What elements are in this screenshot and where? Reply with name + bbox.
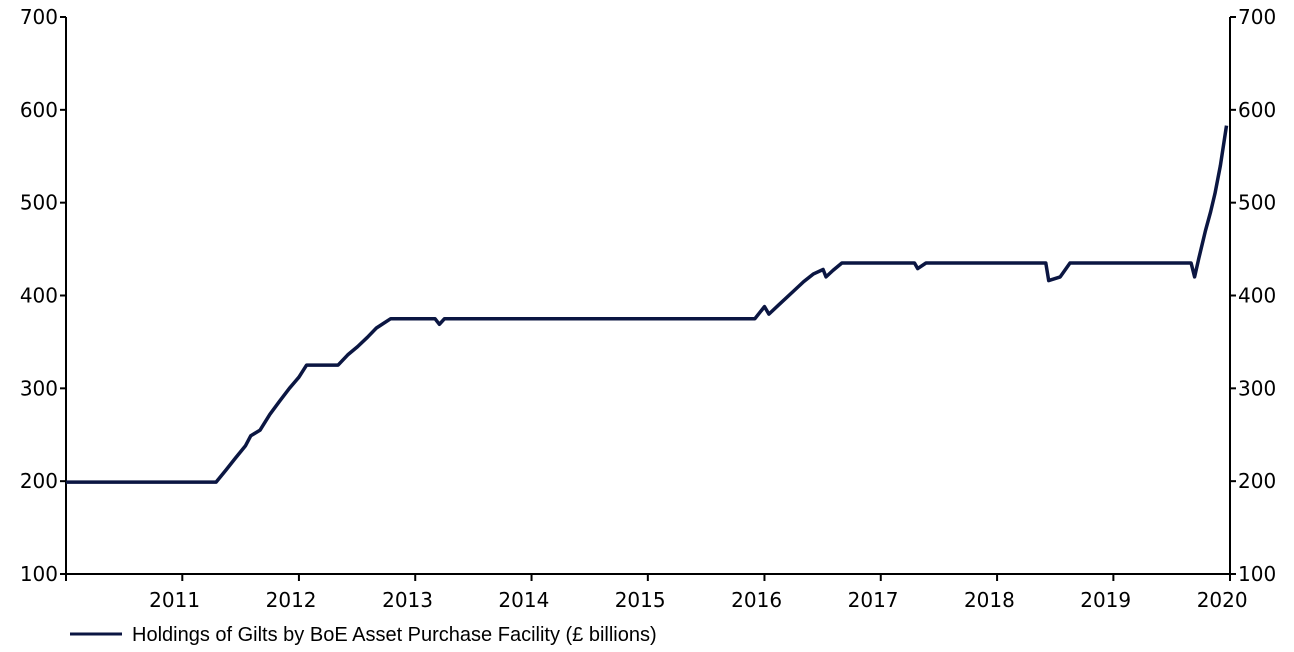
- x-tick-label: 2019: [1080, 588, 1131, 612]
- y-tick-label-left: 600: [20, 98, 58, 122]
- y-tick-label-left: 300: [20, 376, 58, 400]
- right-y-axis-ticks: 100 200 300 400 500 600 700: [1230, 5, 1276, 586]
- x-tick-label: 2013: [382, 588, 433, 612]
- series-line: [66, 125, 1229, 484]
- y-tick-label-left: 200: [20, 469, 58, 493]
- series-group: [66, 125, 1229, 484]
- y-tick-label-right: 300: [1238, 376, 1276, 400]
- y-tick-label-right: 500: [1238, 191, 1276, 215]
- y-tick-label-right: 200: [1238, 469, 1276, 493]
- y-tick-label-left: 500: [20, 191, 58, 215]
- left-y-axis-ticks: 100 200 300 400 500 600 700: [20, 5, 66, 586]
- y-tick-label-right: 600: [1238, 98, 1276, 122]
- x-axis-ticks: 2011 2012 2013 2014 2015 2016 2017 2018 2019 2020: [65, 574, 1248, 612]
- x-tick-label: 2018: [964, 588, 1015, 612]
- axes: [65, 17, 1231, 575]
- y-tick-label-right: 400: [1238, 284, 1276, 308]
- legend: Holdings of Gilts by BoE Asset Purchase …: [70, 624, 657, 646]
- y-tick-label-right: 100: [1238, 562, 1276, 586]
- legend-label: Holdings of Gilts by BoE Asset Purchase …: [132, 624, 657, 646]
- y-tick-label-left: 400: [20, 284, 58, 308]
- x-tick-label: 2011: [149, 588, 200, 612]
- x-tick-label: 2020: [1197, 588, 1248, 612]
- x-tick-label: 2014: [498, 588, 549, 612]
- x-tick-label: 2016: [731, 588, 782, 612]
- y-tick-label-right: 700: [1238, 5, 1276, 29]
- x-tick-label: 2017: [848, 588, 899, 612]
- x-tick-label: 2012: [266, 588, 317, 612]
- y-tick-label-left: 100: [20, 562, 58, 586]
- x-tick-label: 2015: [615, 588, 666, 612]
- y-tick-label-left: 700: [20, 5, 58, 29]
